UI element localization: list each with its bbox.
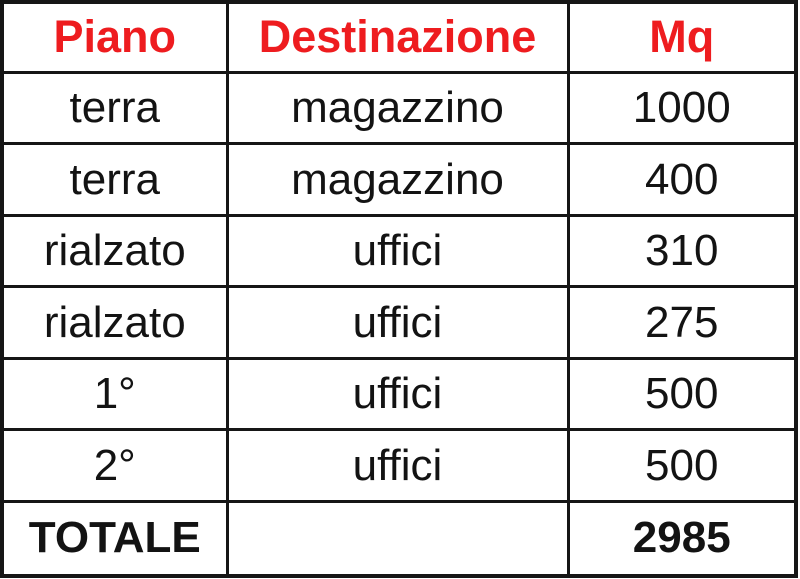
header-cell-mq: Mq xyxy=(566,0,798,74)
cell-destinazione: magazzino xyxy=(225,70,570,146)
cell-piano: rialzato xyxy=(0,285,229,360)
cell-destinazione: magazzino xyxy=(225,142,570,217)
cell-mq: 1000 xyxy=(566,70,798,146)
cell-mq: 500 xyxy=(566,428,798,503)
cell-mq: 500 xyxy=(566,356,798,432)
table-row: 2° uffici 500 xyxy=(0,428,798,503)
cell-piano: rialzato xyxy=(0,213,229,289)
cell-mq: 310 xyxy=(566,213,798,289)
table-row: rialzato uffici 275 xyxy=(0,285,798,360)
total-destinazione-cell xyxy=(225,499,570,578)
total-label-cell: TOTALE xyxy=(0,499,229,578)
table-row: 1° uffici 500 xyxy=(0,356,798,432)
cell-destinazione: uffici xyxy=(225,285,570,360)
header-cell-destinazione: Destinazione xyxy=(225,0,570,74)
cell-destinazione: uffici xyxy=(225,356,570,432)
cell-piano: terra xyxy=(0,70,229,146)
table-total-row: TOTALE 2985 xyxy=(0,499,798,578)
table-header-row: Piano Destinazione Mq xyxy=(0,0,798,74)
total-mq-cell: 2985 xyxy=(566,499,798,578)
cell-piano: terra xyxy=(0,142,229,217)
header-cell-piano: Piano xyxy=(0,0,229,74)
cell-destinazione: uffici xyxy=(225,213,570,289)
table-row: terra magazzino 400 xyxy=(0,142,798,217)
cell-mq: 400 xyxy=(566,142,798,217)
cell-piano: 1° xyxy=(0,356,229,432)
cell-destinazione: uffici xyxy=(225,428,570,503)
table-row: terra magazzino 1000 xyxy=(0,70,798,146)
cell-mq: 275 xyxy=(566,285,798,360)
table-row: rialzato uffici 310 xyxy=(0,213,798,289)
cell-piano: 2° xyxy=(0,428,229,503)
